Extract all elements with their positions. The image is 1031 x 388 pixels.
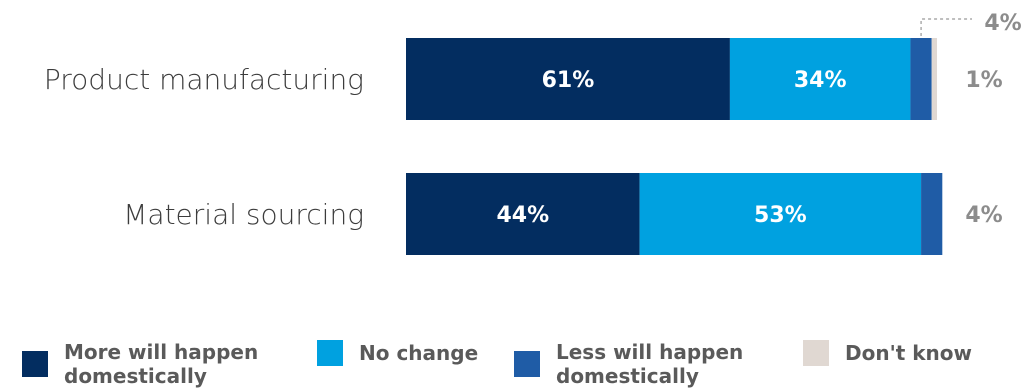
bar-segment-material-sourcing-no-change bbox=[639, 173, 922, 255]
legend-item-more-domestic: More will happen domestically bbox=[22, 340, 294, 388]
data-label-product-manufacturing-more-will-happen-domestically: 61% bbox=[542, 68, 595, 93]
bar-segment-product-manufacturing-no-change bbox=[729, 38, 911, 120]
legend-item-less-domestic: Less will happen domestically bbox=[514, 340, 776, 388]
bar-segment-material-sourcing-more-will-happen-domestically bbox=[406, 173, 640, 255]
category-label-product-manufacturing: Product manufacturing bbox=[44, 63, 364, 96]
data-label-product-manufacturing-no-change: 34% bbox=[794, 68, 847, 93]
bar-segment-product-manufacturing-less-will-happen-domestically bbox=[910, 38, 932, 120]
legend-label-less-domestic: Less will happen domestically bbox=[556, 340, 744, 388]
data-label-material-sourcing-less-domestic: 4% bbox=[965, 203, 1002, 228]
category-label-material-sourcing: Material sourcing bbox=[123, 198, 364, 231]
data-label-product-manufacturing-less-domestic: 4% bbox=[984, 11, 1021, 36]
legend-label-no-change: No change bbox=[359, 341, 479, 365]
data-label-product-manufacturing-dont-know: 1% bbox=[965, 68, 1002, 93]
data-label-material-sourcing-no-change: 53% bbox=[754, 203, 807, 228]
legend-label-more-domestic: More will happen domestically bbox=[64, 340, 259, 388]
legend-swatch-dont-know bbox=[803, 340, 829, 366]
legend-label-dont-know: Don't know bbox=[845, 341, 972, 365]
leader-line-product-manufacturing-less-domestic bbox=[920, 18, 972, 36]
bar-segment-material-sourcing-less-will-happen-domestically bbox=[921, 173, 943, 255]
legend-swatch-more-domestic bbox=[22, 351, 48, 377]
stacked-bar-chart: Product manufacturing 61% 34% 1% 4% Material … bbox=[44, 11, 1022, 255]
bar-segment-product-manufacturing-more-will-happen-domestically bbox=[406, 38, 730, 120]
data-label-material-sourcing-more-will-happen-domestically: 44% bbox=[496, 203, 549, 228]
legend-item-dont-know: Don't know bbox=[803, 340, 1031, 366]
legend: More will happen domestically No change … bbox=[0, 322, 1031, 388]
legend-swatch-less-domestic bbox=[514, 351, 540, 377]
legend-swatch-no-change bbox=[317, 340, 343, 366]
legend-item-no-change: No change bbox=[317, 340, 509, 366]
bar-segment-product-manufacturing-don-t-know bbox=[931, 38, 937, 120]
